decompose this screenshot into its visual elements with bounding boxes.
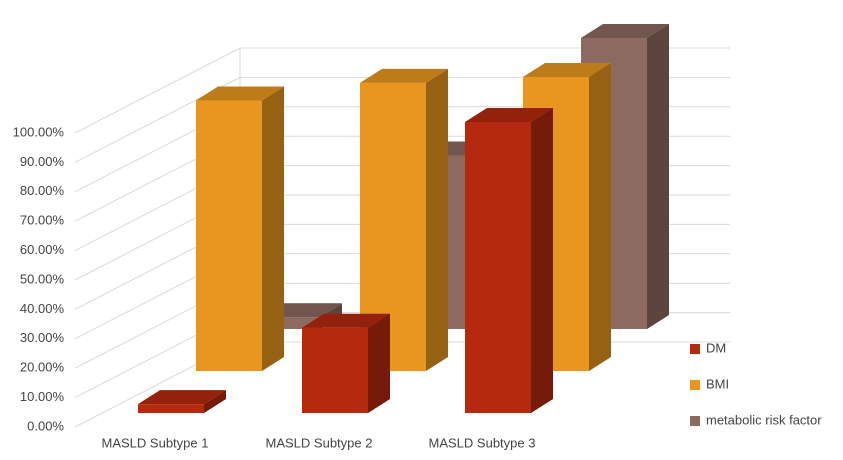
bar-top	[302, 313, 390, 328]
bar-top	[360, 68, 448, 83]
bar-top-shade	[465, 107, 553, 122]
bar-front	[196, 100, 262, 372]
bar-top	[465, 107, 553, 122]
bar-top	[138, 390, 226, 405]
y-tick-label: 50.00%	[20, 271, 65, 286]
bar-top-shade	[302, 313, 390, 328]
bar-side	[426, 68, 448, 371]
legend-swatch	[690, 380, 700, 390]
bar-top-shade	[138, 390, 226, 405]
bar-front	[254, 317, 320, 329]
bar-side	[368, 313, 390, 413]
bar-side	[589, 63, 611, 371]
y-tick-label: 40.00%	[20, 301, 65, 316]
bar-side	[647, 23, 669, 329]
x-tick-label: MASLD Subtype 3	[429, 435, 536, 450]
bar-top-shade	[196, 86, 284, 101]
y-tick-label: 10.00%	[20, 389, 65, 404]
bar-top-shade	[360, 68, 448, 83]
bar-side-shade	[589, 63, 611, 371]
bar-side-shade	[647, 23, 669, 329]
legend-swatch	[690, 344, 700, 354]
y-tick-label: 60.00%	[20, 242, 65, 257]
bar-top	[581, 23, 669, 38]
bar-top	[523, 63, 611, 77]
bar-front	[465, 121, 531, 413]
y-tick-label: 30.00%	[20, 330, 65, 345]
y-tick-label: 70.00%	[20, 213, 65, 228]
y-tick-label: 100.00%	[13, 124, 65, 139]
y-tick-label: 80.00%	[20, 183, 65, 198]
bar-top-shade	[581, 23, 669, 38]
bar-side-shade	[368, 313, 390, 413]
bar-side	[204, 390, 226, 413]
legend-label: DM	[706, 340, 726, 355]
y-tick-label: 90.00%	[20, 154, 65, 169]
bar-side-shade	[531, 107, 553, 413]
bar-side	[531, 107, 553, 413]
x-tick-label: MASLD Subtype 1	[102, 435, 209, 450]
legend-swatch	[690, 416, 700, 426]
bar-side-shade	[262, 86, 284, 372]
bar-side	[262, 86, 284, 372]
bar-side-shade	[204, 390, 226, 413]
bar-side-shade	[426, 68, 448, 371]
bar-front	[302, 327, 368, 413]
bar-top	[196, 86, 284, 101]
y-tick-label: 20.00%	[20, 360, 65, 375]
legend-label: metabolic risk factor	[706, 412, 822, 427]
bar-front	[138, 404, 204, 413]
bar-top-shade	[523, 63, 611, 77]
x-tick-label: MASLD Subtype 2	[266, 435, 373, 450]
y-tick-label: 0.00%	[27, 418, 64, 433]
legend-label: BMI	[706, 376, 729, 391]
